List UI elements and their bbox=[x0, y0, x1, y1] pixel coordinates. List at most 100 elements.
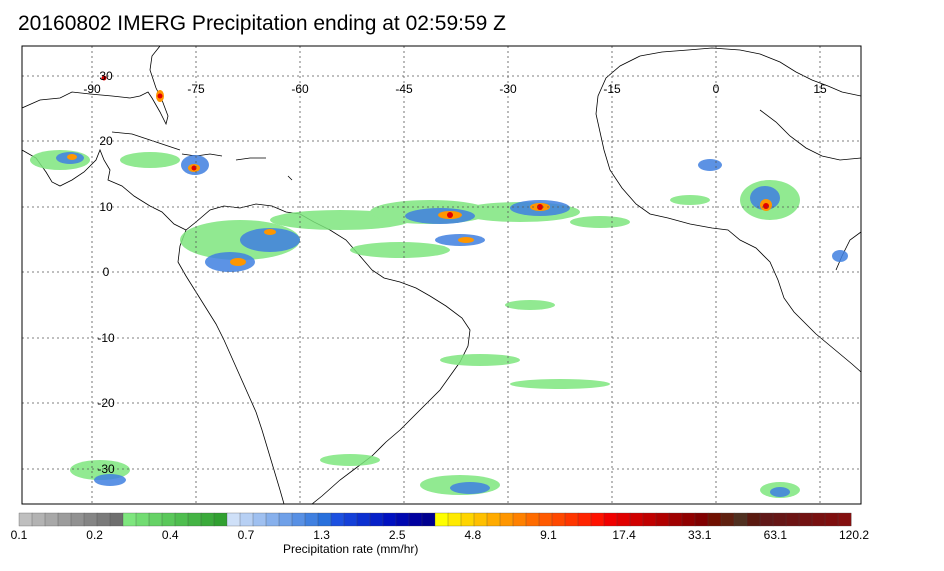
colorbar-label: 0.1 bbox=[10, 528, 28, 542]
lat-tick-label: 30 bbox=[99, 69, 113, 83]
lon-tick-label: 0 bbox=[713, 82, 720, 96]
colorbar-swatch bbox=[187, 512, 202, 527]
colorbar-swatch bbox=[330, 512, 345, 527]
lon-tick-label: -30 bbox=[499, 82, 517, 96]
lat-tick-label: 10 bbox=[99, 200, 113, 214]
colorbar-swatch bbox=[265, 512, 280, 527]
colorbar-swatch bbox=[538, 512, 553, 527]
colorbar-swatch bbox=[603, 512, 618, 527]
colorbar-swatch bbox=[252, 512, 267, 527]
colorbar-swatch bbox=[668, 512, 683, 527]
colorbar-title: Precipitation rate (mm/hr) bbox=[283, 542, 419, 556]
colorbar-label: 1.3 bbox=[313, 528, 330, 542]
colorbar-swatch bbox=[57, 512, 72, 527]
lat-tick-label: -10 bbox=[97, 331, 115, 345]
colorbar-swatch bbox=[31, 512, 46, 527]
colorbar-swatch bbox=[798, 512, 813, 527]
colorbar-swatch bbox=[473, 512, 488, 527]
colorbar-swatch bbox=[629, 512, 644, 527]
lon-tick-label: -15 bbox=[603, 82, 621, 96]
lat-tick-label: 0 bbox=[103, 265, 110, 279]
colorbar-swatch bbox=[590, 512, 605, 527]
colorbar-swatch bbox=[226, 512, 241, 527]
colorbar-swatch bbox=[369, 512, 384, 527]
lon-tick-label: -75 bbox=[187, 82, 205, 96]
colorbar-label: 63.1 bbox=[763, 528, 788, 542]
lon-tick-label: 15 bbox=[813, 82, 827, 96]
colorbar-label: 0.4 bbox=[161, 528, 179, 542]
map-title: 20160802 IMERG Precipitation ending at 0… bbox=[18, 12, 506, 35]
colorbar-label: 17.4 bbox=[612, 528, 636, 542]
colorbar-swatch bbox=[317, 512, 332, 527]
colorbar-label: 2.5 bbox=[388, 528, 406, 542]
colorbar-swatch bbox=[824, 512, 839, 527]
colorbar-label: 0.7 bbox=[237, 528, 255, 542]
colorbar-swatch bbox=[148, 512, 163, 527]
colorbar-swatch bbox=[720, 512, 735, 527]
colorbar-swatch bbox=[109, 512, 124, 527]
colorbar-swatch bbox=[408, 512, 423, 527]
lon-tick-label: -90 bbox=[83, 82, 101, 96]
colorbar-swatch bbox=[759, 512, 774, 527]
lon-tick-label: -60 bbox=[291, 82, 309, 96]
colorbar-swatch bbox=[174, 512, 189, 527]
colorbar-swatch bbox=[707, 512, 722, 527]
colorbar-swatch bbox=[837, 512, 852, 527]
colorbar-swatch bbox=[512, 512, 527, 527]
colorbar-swatch bbox=[135, 512, 150, 527]
colorbar-swatch bbox=[811, 512, 826, 527]
colorbar-swatch bbox=[746, 512, 761, 527]
colorbar-swatch bbox=[18, 512, 33, 527]
colorbar-label: 4.8 bbox=[464, 528, 482, 542]
colorbar-label: 33.1 bbox=[688, 528, 712, 542]
colorbar-swatch bbox=[122, 512, 137, 527]
colorbar-swatch bbox=[83, 512, 98, 527]
colorbar-swatch bbox=[304, 512, 319, 527]
precipitation-field bbox=[30, 75, 848, 498]
colorbar-swatch bbox=[642, 512, 657, 527]
colorbar-swatch bbox=[70, 512, 85, 527]
colorbar-swatch bbox=[239, 512, 254, 527]
colorbar-swatch bbox=[694, 512, 709, 527]
gridlines bbox=[22, 46, 861, 504]
colorbar-label: 9.1 bbox=[540, 528, 557, 542]
colorbar-swatch bbox=[551, 512, 566, 527]
colorbar-swatch bbox=[447, 512, 462, 527]
colorbar-swatch bbox=[486, 512, 501, 527]
lat-tick-label: 20 bbox=[99, 134, 113, 148]
colorbar-swatch bbox=[772, 512, 787, 527]
colorbar-swatch bbox=[577, 512, 592, 527]
colorbar-swatch bbox=[382, 512, 397, 527]
colorbar-swatch bbox=[96, 512, 111, 527]
colorbar bbox=[18, 512, 852, 527]
colorbar-swatch bbox=[499, 512, 514, 527]
colorbar-swatch bbox=[564, 512, 579, 527]
colorbar-swatch bbox=[356, 512, 371, 527]
colorbar-swatch bbox=[200, 512, 215, 527]
lon-tick-label: -45 bbox=[395, 82, 413, 96]
colorbar-swatch bbox=[421, 512, 436, 527]
lon-tick-labels: -90 -75 -60 -45 -30 -15 0 15 bbox=[83, 82, 827, 96]
colorbar-swatch bbox=[278, 512, 293, 527]
colorbar-swatch bbox=[785, 512, 800, 527]
colorbar-swatch bbox=[525, 512, 540, 527]
lat-tick-label: -20 bbox=[97, 396, 115, 410]
colorbar-swatch bbox=[655, 512, 670, 527]
colorbar-swatch bbox=[395, 512, 410, 527]
colorbar-swatch bbox=[161, 512, 176, 527]
colorbar-swatch bbox=[44, 512, 59, 527]
colorbar-swatch bbox=[291, 512, 306, 527]
colorbar-swatch bbox=[733, 512, 748, 527]
colorbar-swatch bbox=[681, 512, 696, 527]
lat-tick-label: -30 bbox=[97, 462, 115, 476]
coastlines bbox=[22, 46, 861, 504]
colorbar-swatch bbox=[434, 512, 449, 527]
colorbar-swatch bbox=[616, 512, 631, 527]
colorbar-label: 120.2 bbox=[839, 528, 870, 542]
colorbar-swatch bbox=[460, 512, 475, 527]
colorbar-swatch bbox=[213, 512, 228, 527]
colorbar-swatch bbox=[343, 512, 358, 527]
lat-tick-labels: 30 20 10 0 -10 -20 -30 bbox=[97, 69, 115, 476]
colorbar-label: 0.2 bbox=[86, 528, 103, 542]
